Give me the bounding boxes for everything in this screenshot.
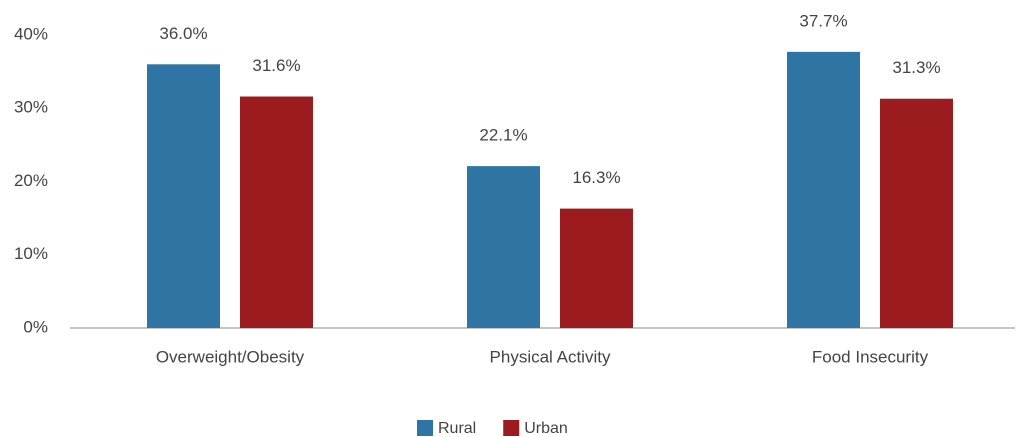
y-tick-label: 30% xyxy=(14,98,48,117)
x-tick-label: Food Insecurity xyxy=(812,347,929,366)
data-label: 31.6% xyxy=(252,56,300,75)
x-tick-label: Overweight/Obesity xyxy=(156,347,305,366)
legend-label: Urban xyxy=(524,420,568,437)
x-tick-label: Physical Activity xyxy=(490,347,611,366)
bar xyxy=(467,166,540,328)
legend-label: Rural xyxy=(438,420,476,437)
y-tick-label: 0% xyxy=(23,317,48,336)
bar xyxy=(560,208,633,328)
bar xyxy=(240,96,313,328)
data-label: 31.3% xyxy=(892,58,940,77)
legend-swatch xyxy=(417,420,433,436)
bar xyxy=(147,64,220,329)
bar xyxy=(880,98,953,328)
y-tick-label: 20% xyxy=(14,171,48,190)
legend-swatch xyxy=(503,420,520,436)
data-label: 36.0% xyxy=(159,24,207,43)
data-label: 16.3% xyxy=(572,168,620,187)
bar xyxy=(787,51,860,328)
y-tick-label: 10% xyxy=(14,244,48,263)
y-tick-label: 40% xyxy=(14,24,48,43)
data-label: 22.1% xyxy=(479,126,527,145)
data-label: 37.7% xyxy=(799,11,847,30)
